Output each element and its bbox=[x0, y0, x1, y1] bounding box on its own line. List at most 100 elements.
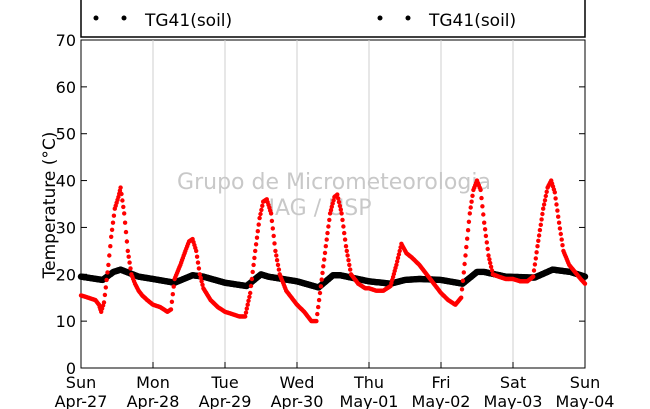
data-point bbox=[532, 262, 538, 267]
data-point bbox=[194, 254, 200, 259]
data-point bbox=[338, 207, 343, 212]
data-point bbox=[531, 274, 536, 279]
data-point bbox=[110, 220, 116, 225]
data-point bbox=[253, 242, 259, 247]
data-point bbox=[540, 211, 545, 217]
x-tick-day-label: Mon bbox=[136, 373, 170, 392]
legend-marker-right-1 bbox=[377, 15, 383, 21]
series-0 bbox=[78, 178, 588, 324]
data-point bbox=[324, 237, 329, 242]
data-point bbox=[272, 241, 277, 246]
x-tick-day-label: Fri bbox=[431, 373, 450, 392]
data-point bbox=[554, 202, 559, 207]
data-point bbox=[489, 268, 495, 273]
data-point bbox=[483, 233, 489, 239]
data-point bbox=[541, 202, 547, 207]
data-point bbox=[582, 281, 588, 286]
y-axis-label: Temperature (°C) bbox=[40, 132, 60, 280]
x-tick-date-label: Apr-30 bbox=[271, 392, 324, 409]
data-point bbox=[484, 240, 489, 245]
watermark-line-2: IAG / USP bbox=[269, 196, 372, 221]
data-point bbox=[168, 307, 174, 312]
data-point bbox=[486, 253, 491, 258]
data-point bbox=[539, 217, 544, 222]
data-point bbox=[488, 260, 493, 266]
x-tick-date-label: May-03 bbox=[484, 392, 543, 409]
data-point bbox=[256, 222, 261, 227]
data-point bbox=[271, 233, 276, 239]
data-point bbox=[170, 292, 175, 297]
data-point bbox=[245, 302, 250, 307]
data-point bbox=[171, 284, 176, 289]
data-point bbox=[104, 277, 109, 283]
data-point bbox=[544, 189, 549, 194]
y-tick-label: 70 bbox=[56, 31, 76, 50]
x-tick-day-label: Tue bbox=[210, 373, 238, 392]
data-point bbox=[269, 218, 275, 224]
data-point bbox=[538, 222, 543, 227]
data-point bbox=[327, 211, 333, 216]
x-tick-day-label: Sun bbox=[570, 373, 600, 392]
data-point bbox=[339, 211, 344, 216]
data-point bbox=[465, 228, 471, 233]
data-point bbox=[468, 205, 473, 210]
data-point bbox=[121, 204, 126, 210]
data-point bbox=[122, 211, 127, 216]
data-point bbox=[542, 198, 548, 203]
data-series bbox=[77, 178, 589, 324]
data-point bbox=[331, 198, 336, 203]
data-point bbox=[196, 266, 202, 271]
data-point bbox=[106, 262, 111, 268]
data-point bbox=[536, 233, 542, 238]
data-point bbox=[101, 300, 107, 305]
data-point bbox=[543, 193, 548, 199]
x-tick-date-label: May-02 bbox=[412, 392, 471, 409]
data-point bbox=[342, 230, 347, 236]
data-point bbox=[464, 244, 469, 250]
data-point bbox=[119, 191, 124, 197]
data-point bbox=[255, 229, 260, 234]
data-point bbox=[319, 277, 324, 282]
y-tick-label: 0 bbox=[66, 359, 76, 378]
data-point bbox=[195, 260, 201, 265]
data-point bbox=[459, 295, 464, 300]
data-point bbox=[481, 212, 486, 217]
data-point bbox=[534, 250, 539, 255]
data-point bbox=[200, 282, 205, 287]
data-point bbox=[105, 270, 110, 275]
data-point bbox=[480, 204, 485, 209]
data-point bbox=[320, 270, 325, 276]
data-point bbox=[258, 211, 263, 217]
data-point bbox=[346, 258, 351, 263]
data-point bbox=[535, 244, 540, 249]
data-point bbox=[558, 231, 563, 237]
data-point bbox=[467, 211, 472, 216]
data-point bbox=[557, 226, 563, 231]
data-point bbox=[553, 196, 558, 201]
data-point bbox=[559, 237, 564, 242]
y-tick-label: 50 bbox=[56, 125, 76, 144]
data-point bbox=[459, 287, 465, 292]
data-point bbox=[556, 220, 562, 225]
data-point bbox=[470, 193, 475, 198]
data-point bbox=[469, 199, 474, 204]
data-point bbox=[462, 261, 467, 267]
data-point bbox=[270, 226, 275, 231]
data-point bbox=[194, 248, 199, 254]
data-point bbox=[252, 255, 257, 261]
data-point bbox=[537, 227, 543, 233]
data-point bbox=[337, 203, 343, 209]
data-point bbox=[478, 187, 483, 193]
legend-label-left: TG41(soil) bbox=[144, 11, 232, 31]
data-point bbox=[463, 253, 468, 258]
data-point bbox=[343, 244, 349, 249]
x-tick-date-label: May-01 bbox=[340, 392, 399, 409]
data-point bbox=[102, 292, 108, 298]
data-point bbox=[118, 185, 123, 190]
data-point bbox=[322, 257, 327, 262]
data-point bbox=[465, 236, 470, 241]
data-point bbox=[250, 269, 255, 275]
data-point bbox=[466, 219, 472, 224]
x-tick-day-label: Wed bbox=[280, 373, 315, 392]
data-point bbox=[326, 224, 331, 229]
